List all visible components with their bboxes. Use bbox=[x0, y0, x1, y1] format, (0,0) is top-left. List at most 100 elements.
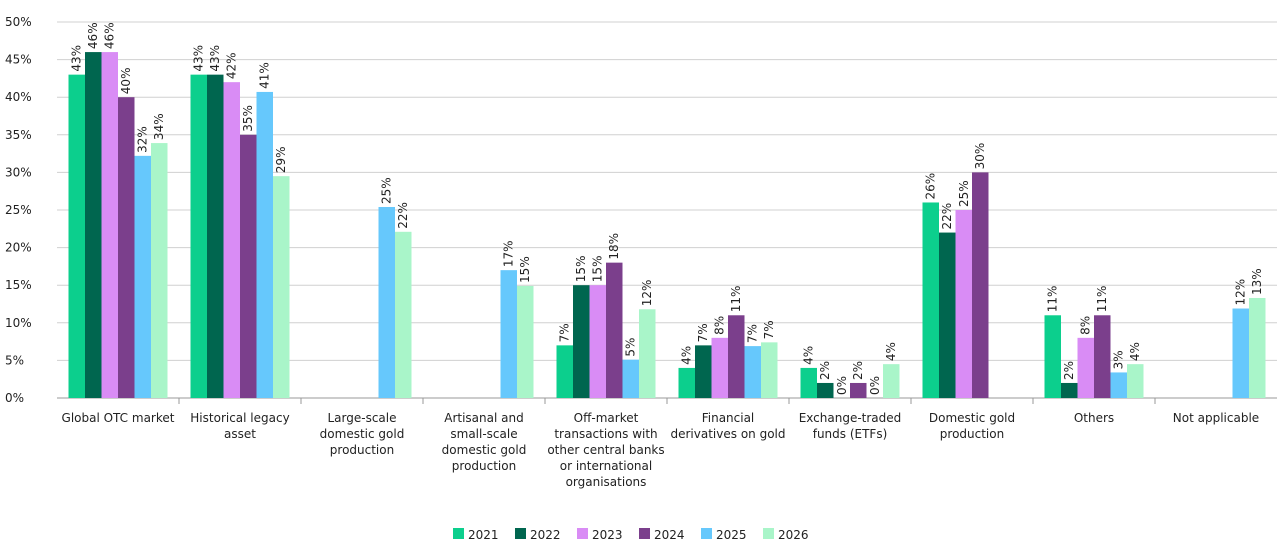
bar bbox=[207, 74, 224, 398]
x-tick-label: Exchange-traded funds (ETFs) bbox=[799, 411, 902, 441]
bar bbox=[151, 143, 168, 398]
legend-label: 2023 bbox=[592, 528, 623, 542]
data-label: 5% bbox=[624, 338, 638, 357]
y-tick-label: 45% bbox=[5, 53, 32, 67]
legend-label: 2021 bbox=[468, 528, 499, 542]
legend-swatch bbox=[453, 528, 464, 539]
data-label: 7% bbox=[762, 320, 776, 339]
bar bbox=[1044, 315, 1061, 398]
y-tick-label: 50% bbox=[5, 15, 32, 29]
bar bbox=[639, 309, 656, 398]
data-label: 34% bbox=[152, 113, 166, 140]
bar bbox=[223, 82, 240, 398]
x-tick-label: Large-scale domestic gold production bbox=[320, 411, 405, 457]
bar bbox=[1110, 372, 1127, 398]
bar bbox=[939, 232, 956, 398]
bar bbox=[556, 345, 573, 398]
bar bbox=[378, 206, 395, 398]
bar bbox=[573, 285, 590, 398]
bar bbox=[922, 202, 939, 398]
data-label: 40% bbox=[119, 68, 133, 95]
y-tick-label: 20% bbox=[5, 241, 32, 255]
bar bbox=[134, 155, 151, 398]
data-label: 43% bbox=[208, 45, 222, 72]
data-label: 26% bbox=[924, 173, 938, 200]
data-label: 15% bbox=[518, 256, 532, 283]
bar bbox=[85, 52, 102, 399]
bar bbox=[190, 74, 207, 398]
y-tick-label: 5% bbox=[5, 353, 24, 367]
data-label: 2% bbox=[851, 361, 865, 380]
bar bbox=[711, 337, 728, 398]
data-label: 0% bbox=[868, 376, 882, 395]
data-label: 43% bbox=[70, 45, 84, 72]
y-tick-label: 35% bbox=[5, 128, 32, 142]
data-label: 17% bbox=[502, 240, 516, 267]
data-label: 22% bbox=[396, 202, 410, 229]
legend-swatch bbox=[515, 528, 526, 539]
x-tick-label: Artisanal and small-scale domestic gold pro… bbox=[442, 411, 527, 473]
data-label: 4% bbox=[1128, 342, 1142, 361]
data-label: 0% bbox=[835, 376, 849, 395]
bar bbox=[1094, 315, 1111, 398]
bar bbox=[256, 91, 273, 398]
data-label: 2% bbox=[1062, 361, 1076, 380]
bar bbox=[800, 367, 817, 398]
data-label: 2% bbox=[818, 361, 832, 380]
data-label: 25% bbox=[957, 180, 971, 207]
data-label: 7% bbox=[558, 323, 572, 342]
legend-label: 2025 bbox=[716, 528, 747, 542]
data-label: 46% bbox=[103, 22, 117, 49]
x-tick-label: Financial derivatives on gold bbox=[671, 411, 786, 441]
x-tick-label: Others bbox=[1074, 411, 1114, 425]
x-tick-label: Global OTC market bbox=[62, 411, 175, 425]
data-label: 8% bbox=[1079, 316, 1093, 335]
data-label: 11% bbox=[729, 286, 743, 313]
y-tick-label: 25% bbox=[5, 203, 32, 217]
y-tick-label: 0% bbox=[5, 391, 24, 405]
data-label: 4% bbox=[680, 346, 694, 365]
data-label: 29% bbox=[274, 146, 288, 173]
bar bbox=[517, 285, 534, 398]
data-label: 32% bbox=[136, 126, 150, 153]
data-label: 4% bbox=[884, 342, 898, 361]
bar bbox=[1249, 297, 1266, 398]
data-label: 42% bbox=[225, 52, 239, 79]
bar bbox=[622, 359, 639, 398]
bar bbox=[240, 134, 257, 399]
legend-swatch bbox=[639, 528, 650, 539]
data-label: 11% bbox=[1095, 286, 1109, 313]
data-label: 30% bbox=[973, 143, 987, 170]
data-label: 3% bbox=[1112, 350, 1126, 369]
data-label: 22% bbox=[940, 203, 954, 230]
bar bbox=[744, 346, 761, 398]
bar bbox=[695, 345, 712, 398]
bar bbox=[101, 52, 118, 399]
bar bbox=[972, 172, 989, 398]
data-label: 12% bbox=[1234, 279, 1248, 306]
legend-label: 2026 bbox=[778, 528, 809, 542]
bar bbox=[850, 382, 867, 398]
bar bbox=[728, 315, 745, 398]
y-tick-label: 15% bbox=[5, 278, 32, 292]
y-tick-label: 30% bbox=[5, 165, 32, 179]
data-label: 43% bbox=[192, 45, 206, 72]
data-label: 18% bbox=[607, 233, 621, 260]
x-tick-label: Not applicable bbox=[1173, 411, 1259, 425]
bar bbox=[118, 97, 135, 398]
data-label: 25% bbox=[380, 177, 394, 204]
legend-swatch bbox=[577, 528, 588, 539]
legend-label: 2022 bbox=[530, 528, 561, 542]
x-tick-label: Domestic gold production bbox=[929, 411, 1015, 441]
bar bbox=[678, 367, 695, 398]
y-tick-label: 40% bbox=[5, 90, 32, 104]
legend-swatch bbox=[701, 528, 712, 539]
bar bbox=[273, 176, 290, 398]
data-label: 15% bbox=[591, 256, 605, 283]
bar bbox=[395, 231, 412, 398]
legend-label: 2024 bbox=[654, 528, 685, 542]
x-tick-label: Historical legacy asset bbox=[190, 411, 289, 441]
bar bbox=[606, 262, 623, 398]
bar bbox=[1061, 382, 1078, 398]
